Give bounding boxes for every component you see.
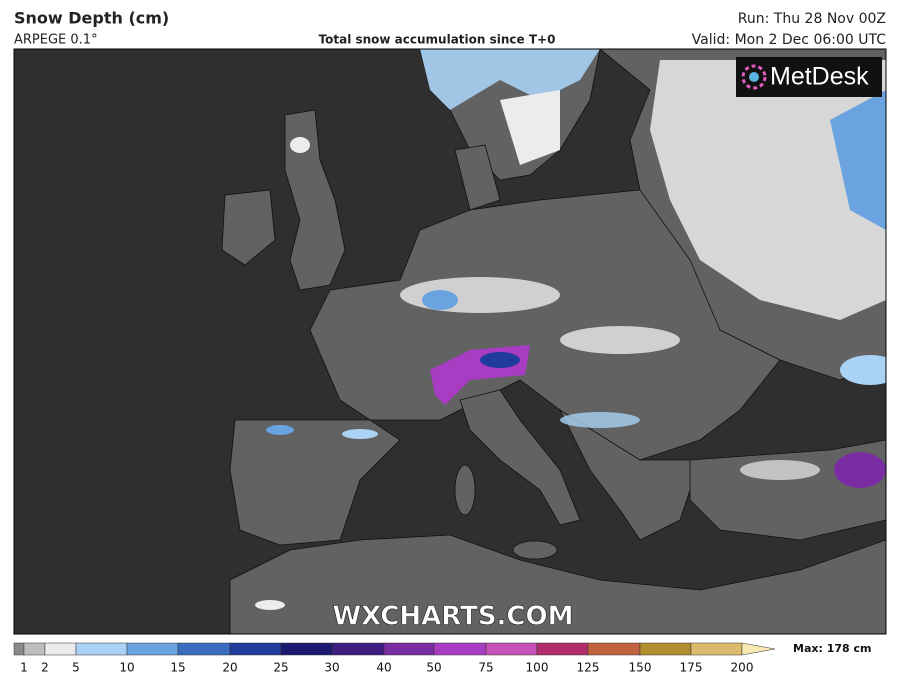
- logo: MetDesk: [770, 63, 869, 91]
- map-frame: [13, 48, 887, 635]
- legend-swatch: [331, 642, 385, 656]
- legend-label: 15: [170, 661, 185, 675]
- ireland: [221, 189, 276, 266]
- balkans: [559, 408, 701, 541]
- legend-label: 1: [20, 661, 28, 675]
- legend-swatch: [690, 642, 743, 656]
- legend-label: 40: [376, 661, 391, 675]
- snow-patch: [480, 352, 520, 368]
- snow-patch: [740, 460, 820, 480]
- snow-patch: [290, 137, 310, 153]
- snow-cover: [255, 49, 886, 610]
- iberia: [229, 419, 401, 546]
- snow-patch: [560, 412, 640, 428]
- uk: [284, 109, 346, 291]
- legend-swatch: [383, 642, 435, 656]
- snow-patch: [266, 425, 294, 435]
- valid: Valid: Mon 2 Dec 06:00 UTC: [692, 32, 887, 48]
- legend-label: 75: [478, 661, 493, 675]
- description: Total snow accumulation since T+0: [319, 33, 556, 47]
- title: Snow Depth (cm): [14, 9, 169, 28]
- north-africa: [229, 534, 886, 634]
- watermark: WXCHARTS.COM: [332, 602, 573, 632]
- snow-patch: [560, 326, 680, 354]
- legend-swatch: [741, 642, 776, 656]
- snow-patch: [500, 90, 560, 165]
- legend-swatch: [536, 642, 589, 656]
- legend-swatch: [485, 642, 538, 656]
- legend-swatch: [433, 642, 487, 656]
- legend-swatch: [639, 642, 692, 656]
- legend-label: 125: [577, 661, 600, 675]
- central-europe: [309, 189, 781, 461]
- legend-max: Max: 178 cm: [793, 642, 871, 655]
- denmark: [454, 144, 501, 211]
- italy: [459, 389, 581, 526]
- snow-patch: [342, 429, 378, 439]
- snow-patch: [840, 355, 886, 385]
- run: Run: Thu 28 Nov 00Z: [738, 11, 886, 27]
- legend-label: 5: [72, 661, 80, 675]
- snow-patch: [650, 60, 886, 320]
- legend-label: 200: [731, 661, 754, 675]
- model: ARPEGE 0.1°: [14, 33, 98, 48]
- snow-patch: [422, 290, 458, 310]
- logo-box: [736, 57, 882, 97]
- legend-swatch: [44, 642, 77, 656]
- snow-patch: [834, 452, 886, 488]
- legend-label: 150: [629, 661, 652, 675]
- sicily: [512, 540, 558, 560]
- legend-swatch: [280, 642, 333, 656]
- legend-label: 100: [526, 661, 549, 675]
- legend-swatch: [13, 642, 25, 656]
- legend-label: 25: [273, 661, 288, 675]
- legend-label: 50: [426, 661, 441, 675]
- legend-swatch: [229, 642, 282, 656]
- snow-patch: [830, 90, 886, 230]
- legend-swatch: [23, 642, 46, 656]
- legend-swatch: [126, 642, 179, 656]
- legend-label: 30: [324, 661, 339, 675]
- legend-label: 175: [680, 661, 703, 675]
- legend-label: 20: [222, 661, 237, 675]
- snow-patch: [400, 277, 560, 313]
- snow-patch: [255, 600, 285, 610]
- legend-label: 10: [119, 661, 134, 675]
- legend-label: 2: [41, 661, 49, 675]
- map: MetDesk WXCHARTS.COM: [13, 48, 887, 635]
- sardinia-corsica: [454, 464, 476, 516]
- snow-patch: [420, 49, 600, 110]
- legend-swatch: [587, 642, 641, 656]
- legend-swatch: [75, 642, 128, 656]
- legend-swatch: [177, 642, 231, 656]
- logo-icon: [741, 64, 767, 90]
- legend: 1 2 5 10 15 20 25 30 40 50 75 100 125 150 175 200: [13, 642, 776, 675]
